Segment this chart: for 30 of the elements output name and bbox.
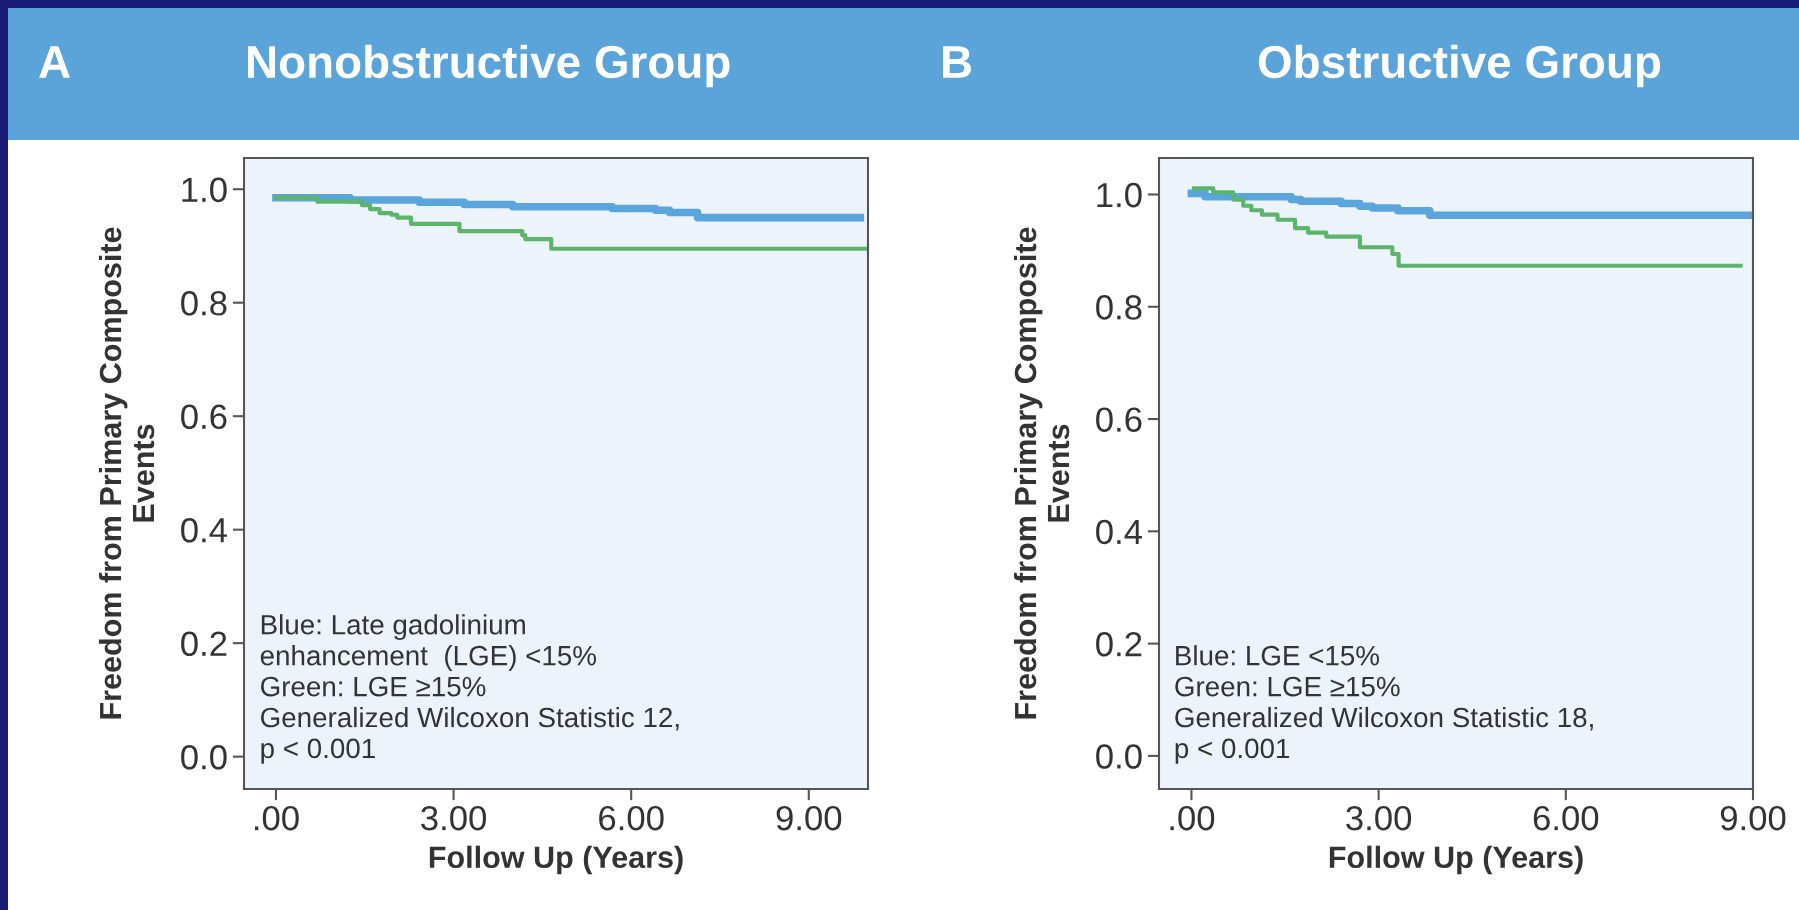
- chart-title: Nonobstructive Group: [248, 44, 730, 88]
- annotation: Blue: LGE <15% Green: LGE ≥15% Generalized Wilcoxon Statistic 18, p < 0.001: [1175, 645, 1593, 764]
- chart-title: Obstructive Group: [1258, 44, 1661, 88]
- x-tick-label: 3.00: [421, 805, 487, 831]
- y-tick-label: 0.4: [1096, 519, 1143, 545]
- y-tick-label: 1.0: [182, 177, 227, 203]
- y-tick-label: 1.0: [1097, 182, 1142, 208]
- y-tick-label: 0.0: [1096, 744, 1142, 769]
- y-axis-title: Freedom from Primary Composite Events: [1013, 227, 1070, 719]
- annotation: Blue: Late gadolinium enhancement (LGE) <15% Green: LGE ≥15% Generalized Wilcoxon Statistic 12, p < 0.001: [260, 614, 679, 764]
- y-tick-label: 0.8: [1096, 295, 1142, 320]
- y-axis-title: Freedom from Primary Composite Events: [98, 227, 155, 719]
- y-tick-label: 0.6: [181, 404, 227, 430]
- y-tick-label: 0.6: [1096, 407, 1142, 432]
- x-tick-label: .00: [255, 805, 299, 831]
- x-tick-label: 6.00: [599, 805, 664, 831]
- x-axis-title: Follow Up (Years): [429, 845, 683, 875]
- x-axis-title: Follow Up (Years): [1329, 845, 1583, 875]
- y-tick-label: 0.4: [181, 518, 228, 543]
- x-tick-label: 9.00: [1720, 805, 1786, 831]
- y-tick-label: 0.2: [1096, 631, 1142, 657]
- y-tick-label: 0.8: [181, 291, 227, 316]
- y-tick-label: 0.2: [181, 631, 227, 657]
- x-tick-label: 9.00: [776, 805, 842, 831]
- y-tick-label: 0.0: [181, 744, 227, 770]
- text: B: [943, 46, 972, 78]
- x-tick-label: 3.00: [1346, 805, 1412, 831]
- text: A: [39, 46, 70, 78]
- x-tick-label: 6.00: [1533, 805, 1599, 831]
- x-tick-label: .00: [1170, 805, 1215, 831]
